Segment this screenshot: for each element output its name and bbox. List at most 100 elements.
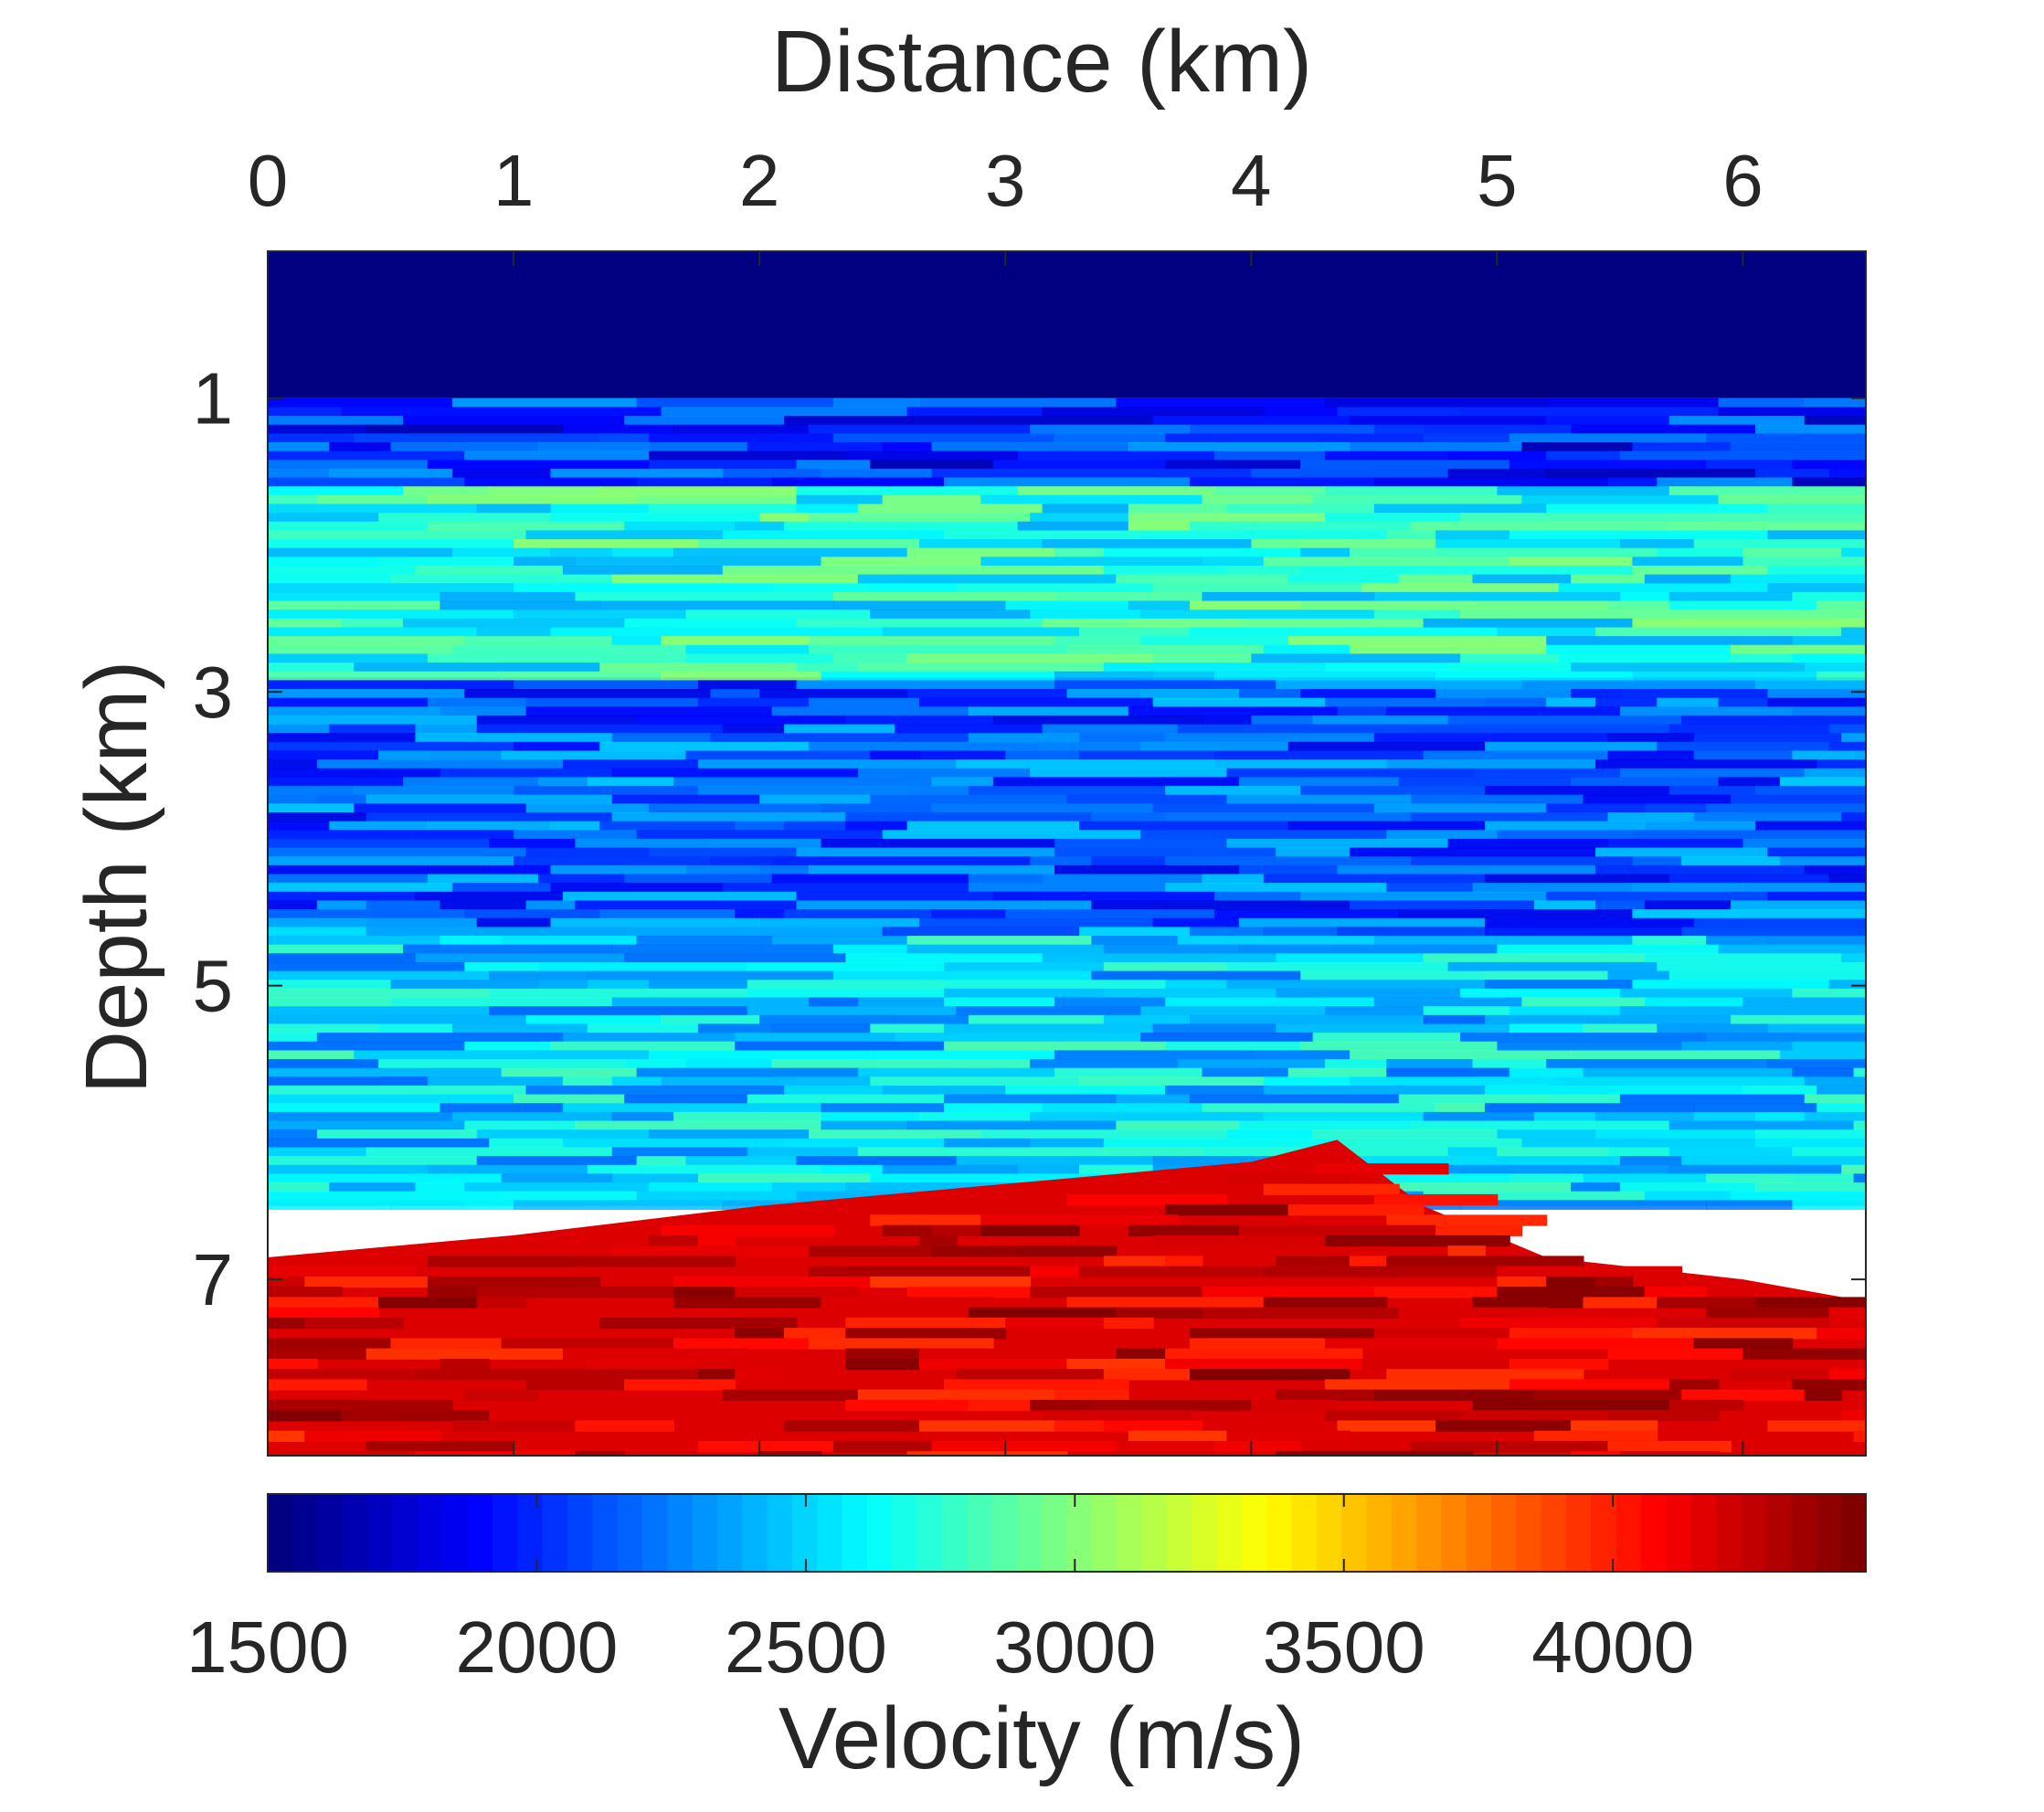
velocity-cell: [649, 433, 834, 443]
colorbar-swatch: [692, 1494, 718, 1572]
velocity-cell: [1042, 618, 1129, 629]
velocity-cell: [1792, 460, 1866, 470]
velocity-cell: [1103, 662, 1327, 673]
basement-cell: [268, 1399, 453, 1412]
velocity-cell: [931, 803, 1154, 813]
velocity-cell: [1484, 786, 1670, 796]
velocity-cell: [268, 1111, 453, 1122]
basement-cell: [268, 1287, 343, 1298]
velocity-cell: [1657, 741, 1830, 752]
velocity-cell: [268, 1006, 491, 1016]
velocity-cell: [365, 811, 613, 822]
velocity-cell: [268, 468, 331, 479]
velocity-cell: [268, 811, 367, 822]
basement-cell: [1509, 1328, 1634, 1340]
velocity-cell: [1091, 856, 1167, 866]
velocity-cell: [525, 1085, 786, 1096]
basement-cell: [1226, 1430, 1350, 1442]
velocity-cell: [464, 450, 651, 461]
velocity-cell: [1792, 750, 1855, 761]
velocity-cell: [514, 1200, 724, 1210]
velocity-cell: [1263, 556, 1510, 567]
velocity-cell: [1632, 671, 1818, 682]
velocity-cell: [1484, 980, 1634, 990]
basement-cell: [514, 1440, 699, 1453]
velocity-cell: [365, 794, 613, 805]
velocity-cell: [1435, 1103, 1486, 1113]
velocity-cell: [624, 618, 798, 629]
colorbar-swatch: [1117, 1494, 1143, 1572]
colorbar-swatch: [641, 1494, 669, 1572]
velocity-cell: [1165, 811, 1413, 822]
velocity-cell: [1078, 627, 1191, 638]
velocity-cell: [697, 786, 908, 796]
velocity-cell: [1276, 953, 1424, 963]
basement-cell: [1054, 1420, 1105, 1432]
velocity-cell: [1447, 662, 1573, 673]
basement-cell: [464, 1389, 539, 1401]
velocity-cell: [1484, 927, 1683, 938]
velocity-cell: [440, 768, 613, 779]
velocity-cell: [1078, 750, 1215, 761]
velocity-cell: [1668, 416, 1806, 426]
velocity-cell: [1509, 556, 1634, 567]
basement-cell: [808, 1338, 994, 1350]
basement-cell: [1103, 1420, 1203, 1432]
basement-cell: [1030, 1287, 1203, 1298]
basement-cell: [673, 1287, 736, 1298]
velocity-cell: [1497, 1129, 1597, 1139]
velocity-cell: [1742, 997, 1866, 1008]
basement-cell: [1276, 1256, 1350, 1267]
colorbar-swatch: [417, 1494, 444, 1572]
velocity-cell: [1386, 830, 1499, 840]
colorbar-swatch: [1016, 1494, 1043, 1572]
basement-cell: [427, 1256, 577, 1267]
basement-cell: [1190, 1369, 1350, 1381]
velocity-cell: [1238, 618, 1424, 629]
velocity-cell: [268, 1041, 466, 1052]
velocity-cell: [1497, 830, 1634, 840]
velocity-cell: [268, 583, 515, 593]
velocity-cell: [1190, 1014, 1424, 1025]
velocity-cell: [268, 874, 429, 885]
velocity-cell: [1128, 618, 1240, 629]
velocity-cell: [587, 1164, 822, 1175]
velocity-cell: [1300, 539, 1437, 549]
velocity-cell: [268, 917, 367, 928]
velocity-cell: [1644, 1191, 1732, 1202]
basement-cell: [268, 1266, 417, 1277]
basement-cell: [1128, 1430, 1228, 1442]
colorbar-swatch: [1840, 1494, 1867, 1572]
velocity-cell: [821, 1164, 884, 1175]
velocity-cell: [427, 821, 552, 832]
velocity-cell: [1349, 416, 1548, 426]
velocity-cell: [1828, 980, 1866, 990]
velocity-cell: [845, 953, 1043, 963]
velocity-cell: [1177, 936, 1375, 946]
velocity-cell: [1460, 1200, 1708, 1210]
velocity-cell: [857, 997, 945, 1008]
velocity-cell: [1300, 1156, 1499, 1166]
basement-cell: [1731, 1369, 1830, 1381]
velocity-cell: [857, 503, 1043, 514]
velocity-cell: [735, 521, 786, 532]
velocity-cell: [1657, 697, 1720, 708]
velocity-cell: [341, 618, 404, 629]
velocity-cell: [268, 830, 417, 840]
velocity-cell: [1546, 1094, 1621, 1105]
velocity-cell: [415, 953, 626, 963]
velocity-cell: [550, 468, 724, 479]
y-axis-title: Depth (km): [68, 661, 165, 1095]
velocity-cell: [525, 803, 651, 813]
velocity-cell: [268, 1023, 380, 1034]
velocity-cell: [845, 450, 1019, 461]
velocity-cell: [1423, 1014, 1486, 1025]
velocity-cell: [1411, 811, 1609, 822]
velocity-cell: [1177, 724, 1413, 735]
velocity-cell: [1423, 1006, 1510, 1016]
velocity-cell: [1066, 688, 1142, 699]
velocity-cell: [968, 883, 1167, 893]
velocity-cell: [1300, 1041, 1499, 1052]
velocity-cell: [562, 424, 674, 435]
velocity-cell: [1054, 671, 1154, 682]
